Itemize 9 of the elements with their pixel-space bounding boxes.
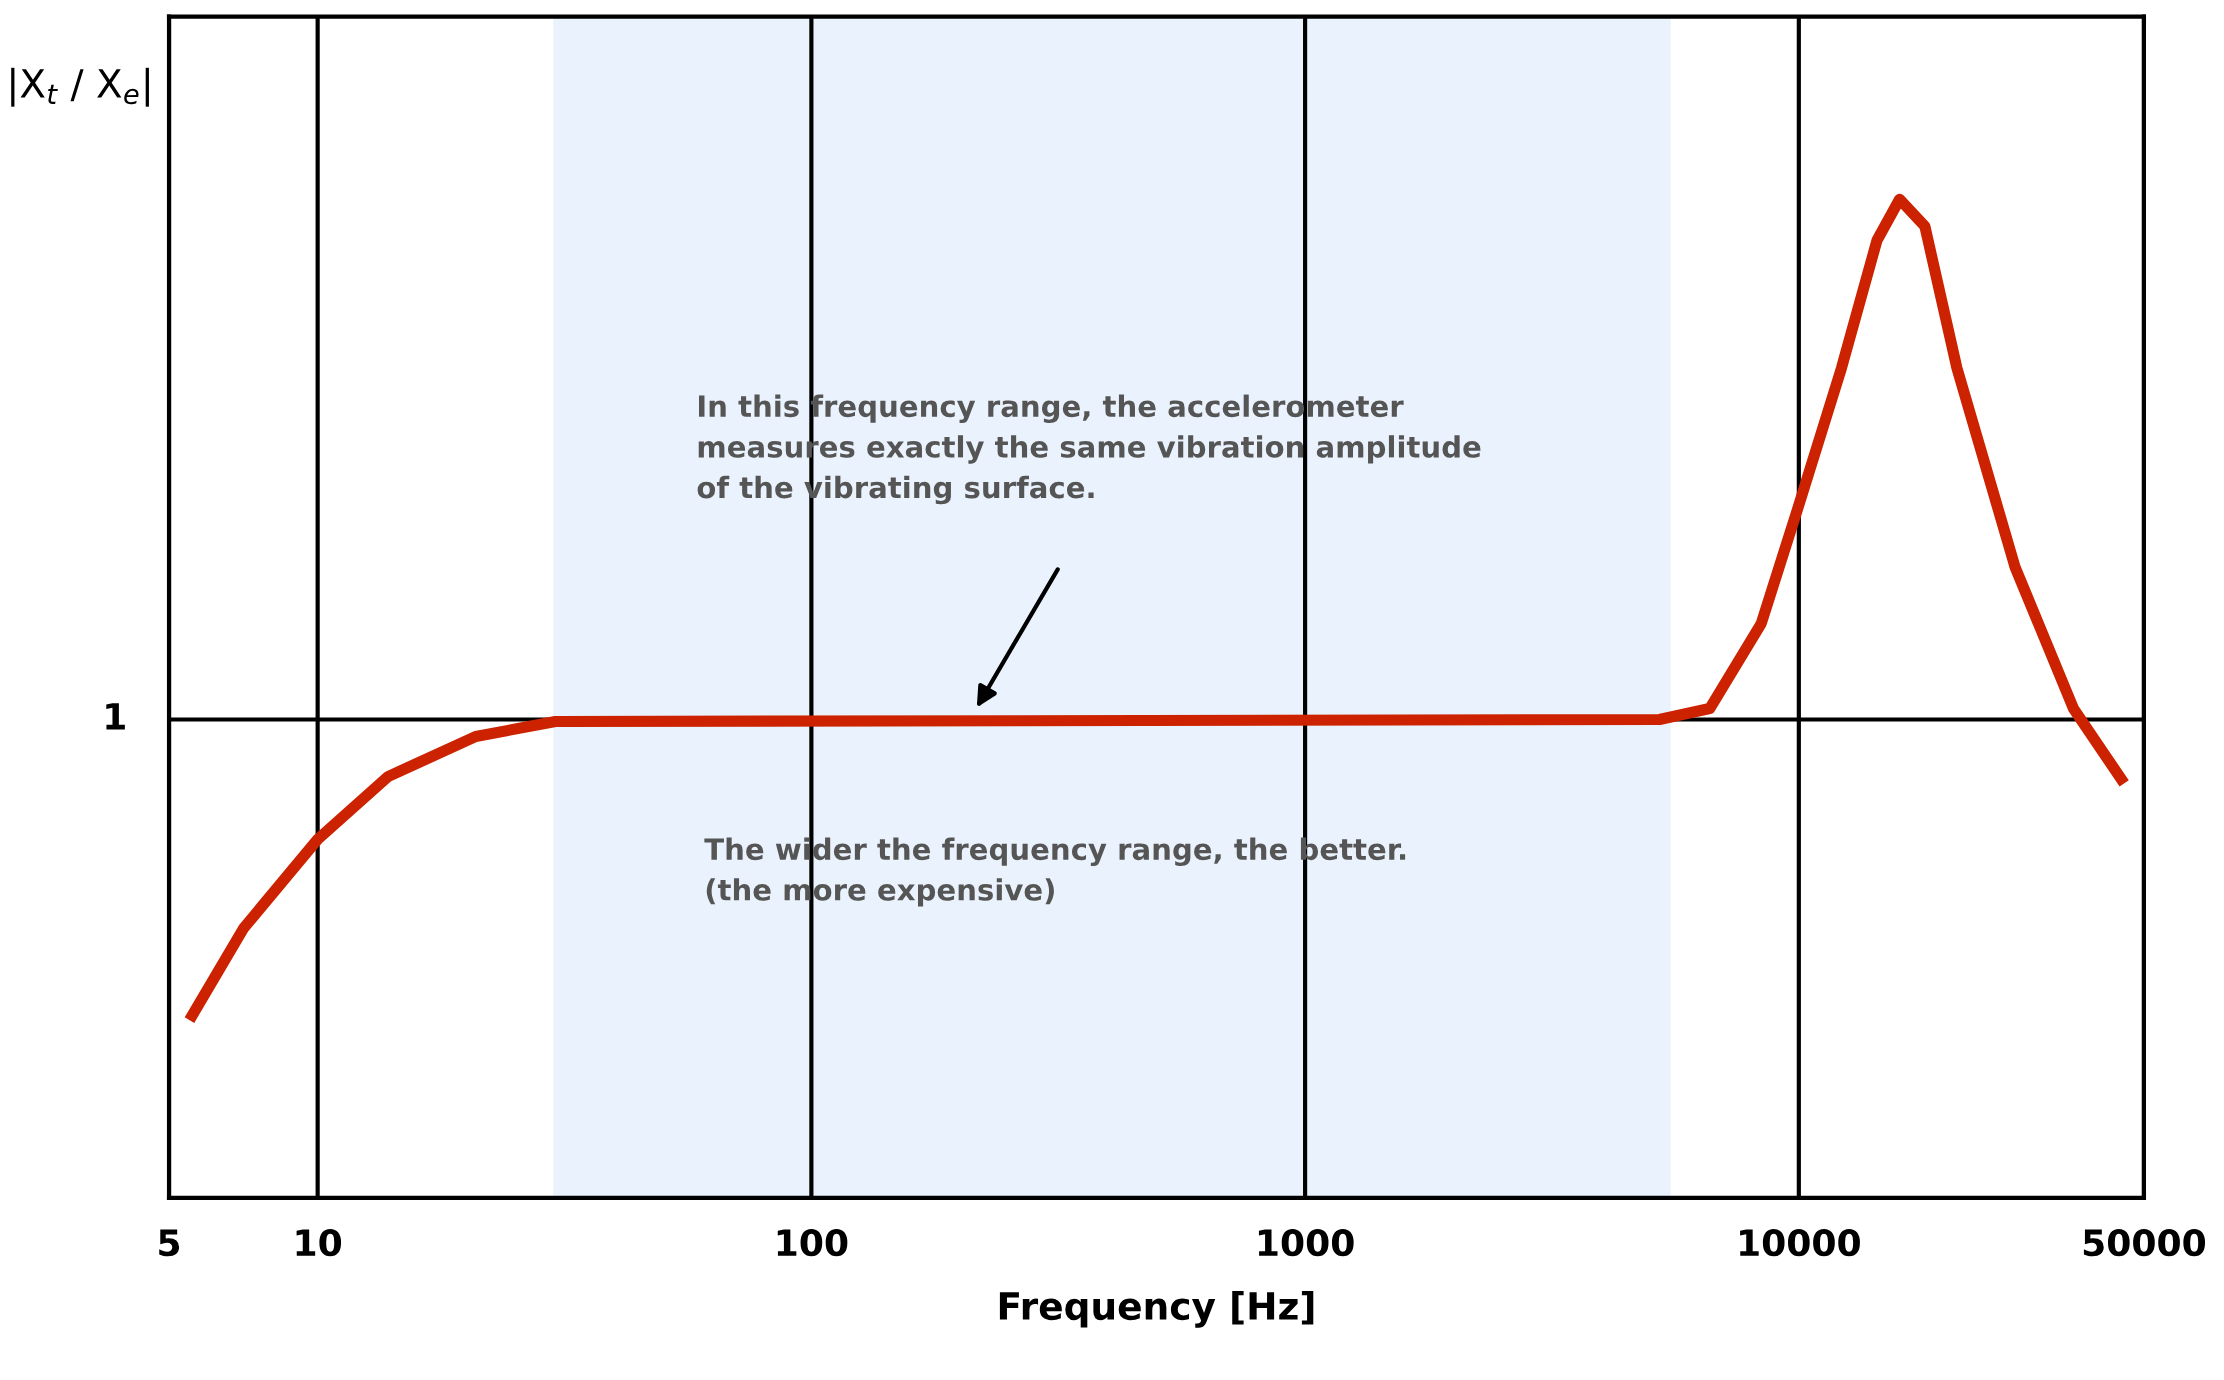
x-tick-label: 1000 — [1258, 1229, 1354, 1257]
x-tick-label: 5 — [159, 1229, 180, 1257]
x-tick-label: 100 — [777, 1229, 848, 1257]
x-tick-label: 10 — [296, 1229, 342, 1257]
y-axis-title: |X$_{t}$ / X$_{e}$| — [11, 67, 149, 107]
x-tick-label: 50000 — [2083, 1229, 2206, 1257]
x-axis-title: Frequency [Hz] — [999, 1291, 1314, 1328]
x-tick-label: 10000 — [1740, 1229, 1860, 1257]
text: 1 — [106, 703, 125, 730]
